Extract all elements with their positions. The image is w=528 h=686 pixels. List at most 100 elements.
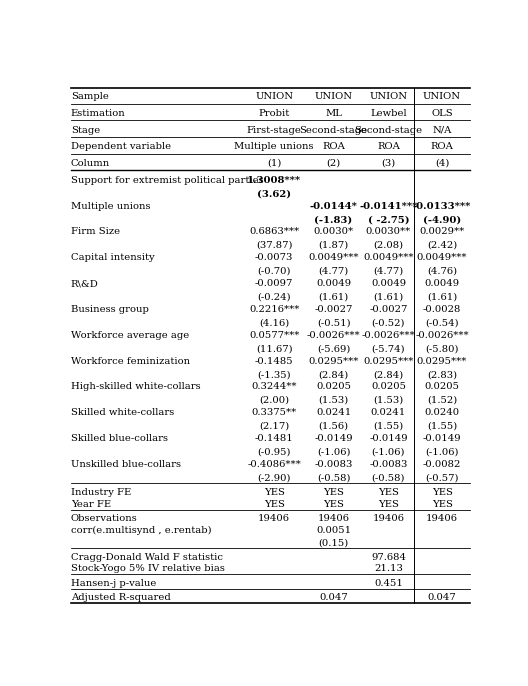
Text: ROA: ROA <box>377 142 400 152</box>
Text: UNION: UNION <box>255 93 293 102</box>
Text: (1.61): (1.61) <box>373 293 403 302</box>
Text: YES: YES <box>378 488 399 497</box>
Text: (1): (1) <box>267 159 281 168</box>
Text: (1.55): (1.55) <box>373 422 403 431</box>
Text: (1.87): (1.87) <box>318 241 348 250</box>
Text: First-stage: First-stage <box>247 126 301 134</box>
Text: (-2.90): (-2.90) <box>257 473 291 482</box>
Text: (4.77): (4.77) <box>318 267 348 276</box>
Text: 0.0049***: 0.0049*** <box>363 253 414 262</box>
Text: 0.2216***: 0.2216*** <box>249 305 299 314</box>
Text: 0.0205: 0.0205 <box>425 382 459 392</box>
Text: Skilled white-collars: Skilled white-collars <box>71 408 174 417</box>
Text: Workforce average age: Workforce average age <box>71 331 189 340</box>
Text: Estimation: Estimation <box>71 109 126 118</box>
Text: (-5.69): (-5.69) <box>317 344 350 353</box>
Text: (2.17): (2.17) <box>259 422 289 431</box>
Text: (2.00): (2.00) <box>259 396 289 405</box>
Text: (2.08): (2.08) <box>373 241 403 250</box>
Text: YES: YES <box>263 488 285 497</box>
Text: R\&D: R\&D <box>71 279 99 288</box>
Text: 0.0577***: 0.0577*** <box>249 331 299 340</box>
Text: (2.83): (2.83) <box>427 370 457 379</box>
Text: 0.047: 0.047 <box>428 593 456 602</box>
Text: (-1.06): (-1.06) <box>372 448 405 457</box>
Text: (2.84): (2.84) <box>318 370 348 379</box>
Text: YES: YES <box>263 500 285 509</box>
Text: (4.77): (4.77) <box>373 267 403 276</box>
Text: Sample: Sample <box>71 93 109 102</box>
Text: 0.0049***: 0.0049*** <box>417 253 467 262</box>
Text: Multiple unions: Multiple unions <box>234 142 314 152</box>
Text: 0.0030**: 0.0030** <box>366 227 411 237</box>
Text: (-5.74): (-5.74) <box>372 344 406 353</box>
Text: -0.4086***: -0.4086*** <box>247 460 301 469</box>
Text: Hansen-j p-value: Hansen-j p-value <box>71 579 156 588</box>
Text: OLS: OLS <box>431 109 453 118</box>
Text: Cragg-Donald Wald F statistic: Cragg-Donald Wald F statistic <box>71 553 223 562</box>
Text: 19406: 19406 <box>258 514 290 523</box>
Text: UNION: UNION <box>423 93 461 102</box>
Text: -0.1485: -0.1485 <box>255 357 294 366</box>
Text: -0.0149: -0.0149 <box>314 434 353 443</box>
Text: -0.0144*: -0.0144* <box>310 202 357 211</box>
Text: -0.0082: -0.0082 <box>423 460 461 469</box>
Text: 0.3375**: 0.3375** <box>251 408 297 417</box>
Text: Business group: Business group <box>71 305 149 314</box>
Text: (3.62): (3.62) <box>257 189 291 198</box>
Text: 0.0205: 0.0205 <box>371 382 406 392</box>
Text: 0.3244**: 0.3244** <box>251 382 297 392</box>
Text: 0.0295***: 0.0295*** <box>417 357 467 366</box>
Text: 0.0241: 0.0241 <box>371 408 406 417</box>
Text: (-5.80): (-5.80) <box>426 344 459 353</box>
Text: 0.6863***: 0.6863*** <box>249 227 299 237</box>
Text: (1.56): (1.56) <box>318 422 348 431</box>
Text: -0.0027: -0.0027 <box>315 305 353 314</box>
Text: (-0.57): (-0.57) <box>426 473 459 482</box>
Text: (2.42): (2.42) <box>427 241 457 250</box>
Text: 0.0049: 0.0049 <box>316 279 351 288</box>
Text: Column: Column <box>71 159 110 168</box>
Text: Workforce feminization: Workforce feminization <box>71 357 190 366</box>
Text: YES: YES <box>323 500 344 509</box>
Text: (-1.06): (-1.06) <box>317 448 351 457</box>
Text: (1.53): (1.53) <box>318 396 348 405</box>
Text: (2.84): (2.84) <box>373 370 403 379</box>
Text: 0.0241: 0.0241 <box>316 408 351 417</box>
Text: (4): (4) <box>435 159 449 168</box>
Text: (0.15): (0.15) <box>318 538 348 547</box>
Text: (-0.52): (-0.52) <box>372 318 405 327</box>
Text: (-0.54): (-0.54) <box>425 318 459 327</box>
Text: -0.0026***: -0.0026*** <box>362 331 415 340</box>
Text: -0.0149: -0.0149 <box>423 434 461 443</box>
Text: YES: YES <box>431 488 452 497</box>
Text: (1.55): (1.55) <box>427 422 457 431</box>
Text: 19406: 19406 <box>372 514 404 523</box>
Text: (-0.24): (-0.24) <box>257 293 291 302</box>
Text: (11.67): (11.67) <box>256 344 293 353</box>
Text: (4.16): (4.16) <box>259 318 289 327</box>
Text: Firm Size: Firm Size <box>71 227 120 237</box>
Text: -0.0026***: -0.0026*** <box>415 331 469 340</box>
Text: 19406: 19406 <box>318 514 350 523</box>
Text: 0.0049: 0.0049 <box>371 279 406 288</box>
Text: -0.1481: -0.1481 <box>254 434 294 443</box>
Text: 0.0029**: 0.0029** <box>419 227 465 237</box>
Text: -0.0097: -0.0097 <box>255 279 293 288</box>
Text: 0.0240: 0.0240 <box>425 408 459 417</box>
Text: Adjusted R-squared: Adjusted R-squared <box>71 593 171 602</box>
Text: Stage: Stage <box>71 126 100 134</box>
Text: Probit: Probit <box>258 109 290 118</box>
Text: (37.87): (37.87) <box>256 241 293 250</box>
Text: 0.047: 0.047 <box>319 593 348 602</box>
Text: (4.76): (4.76) <box>427 267 457 276</box>
Text: Observations: Observations <box>71 514 138 523</box>
Text: 0.0049: 0.0049 <box>425 279 459 288</box>
Text: ROA: ROA <box>322 142 345 152</box>
Text: (-0.70): (-0.70) <box>257 267 291 276</box>
Text: 0.451: 0.451 <box>374 579 403 588</box>
Text: 0.0049***: 0.0049*** <box>308 253 359 262</box>
Text: Lewbel: Lewbel <box>370 109 407 118</box>
Text: 0.0295***: 0.0295*** <box>363 357 413 366</box>
Text: -0.0028: -0.0028 <box>423 305 461 314</box>
